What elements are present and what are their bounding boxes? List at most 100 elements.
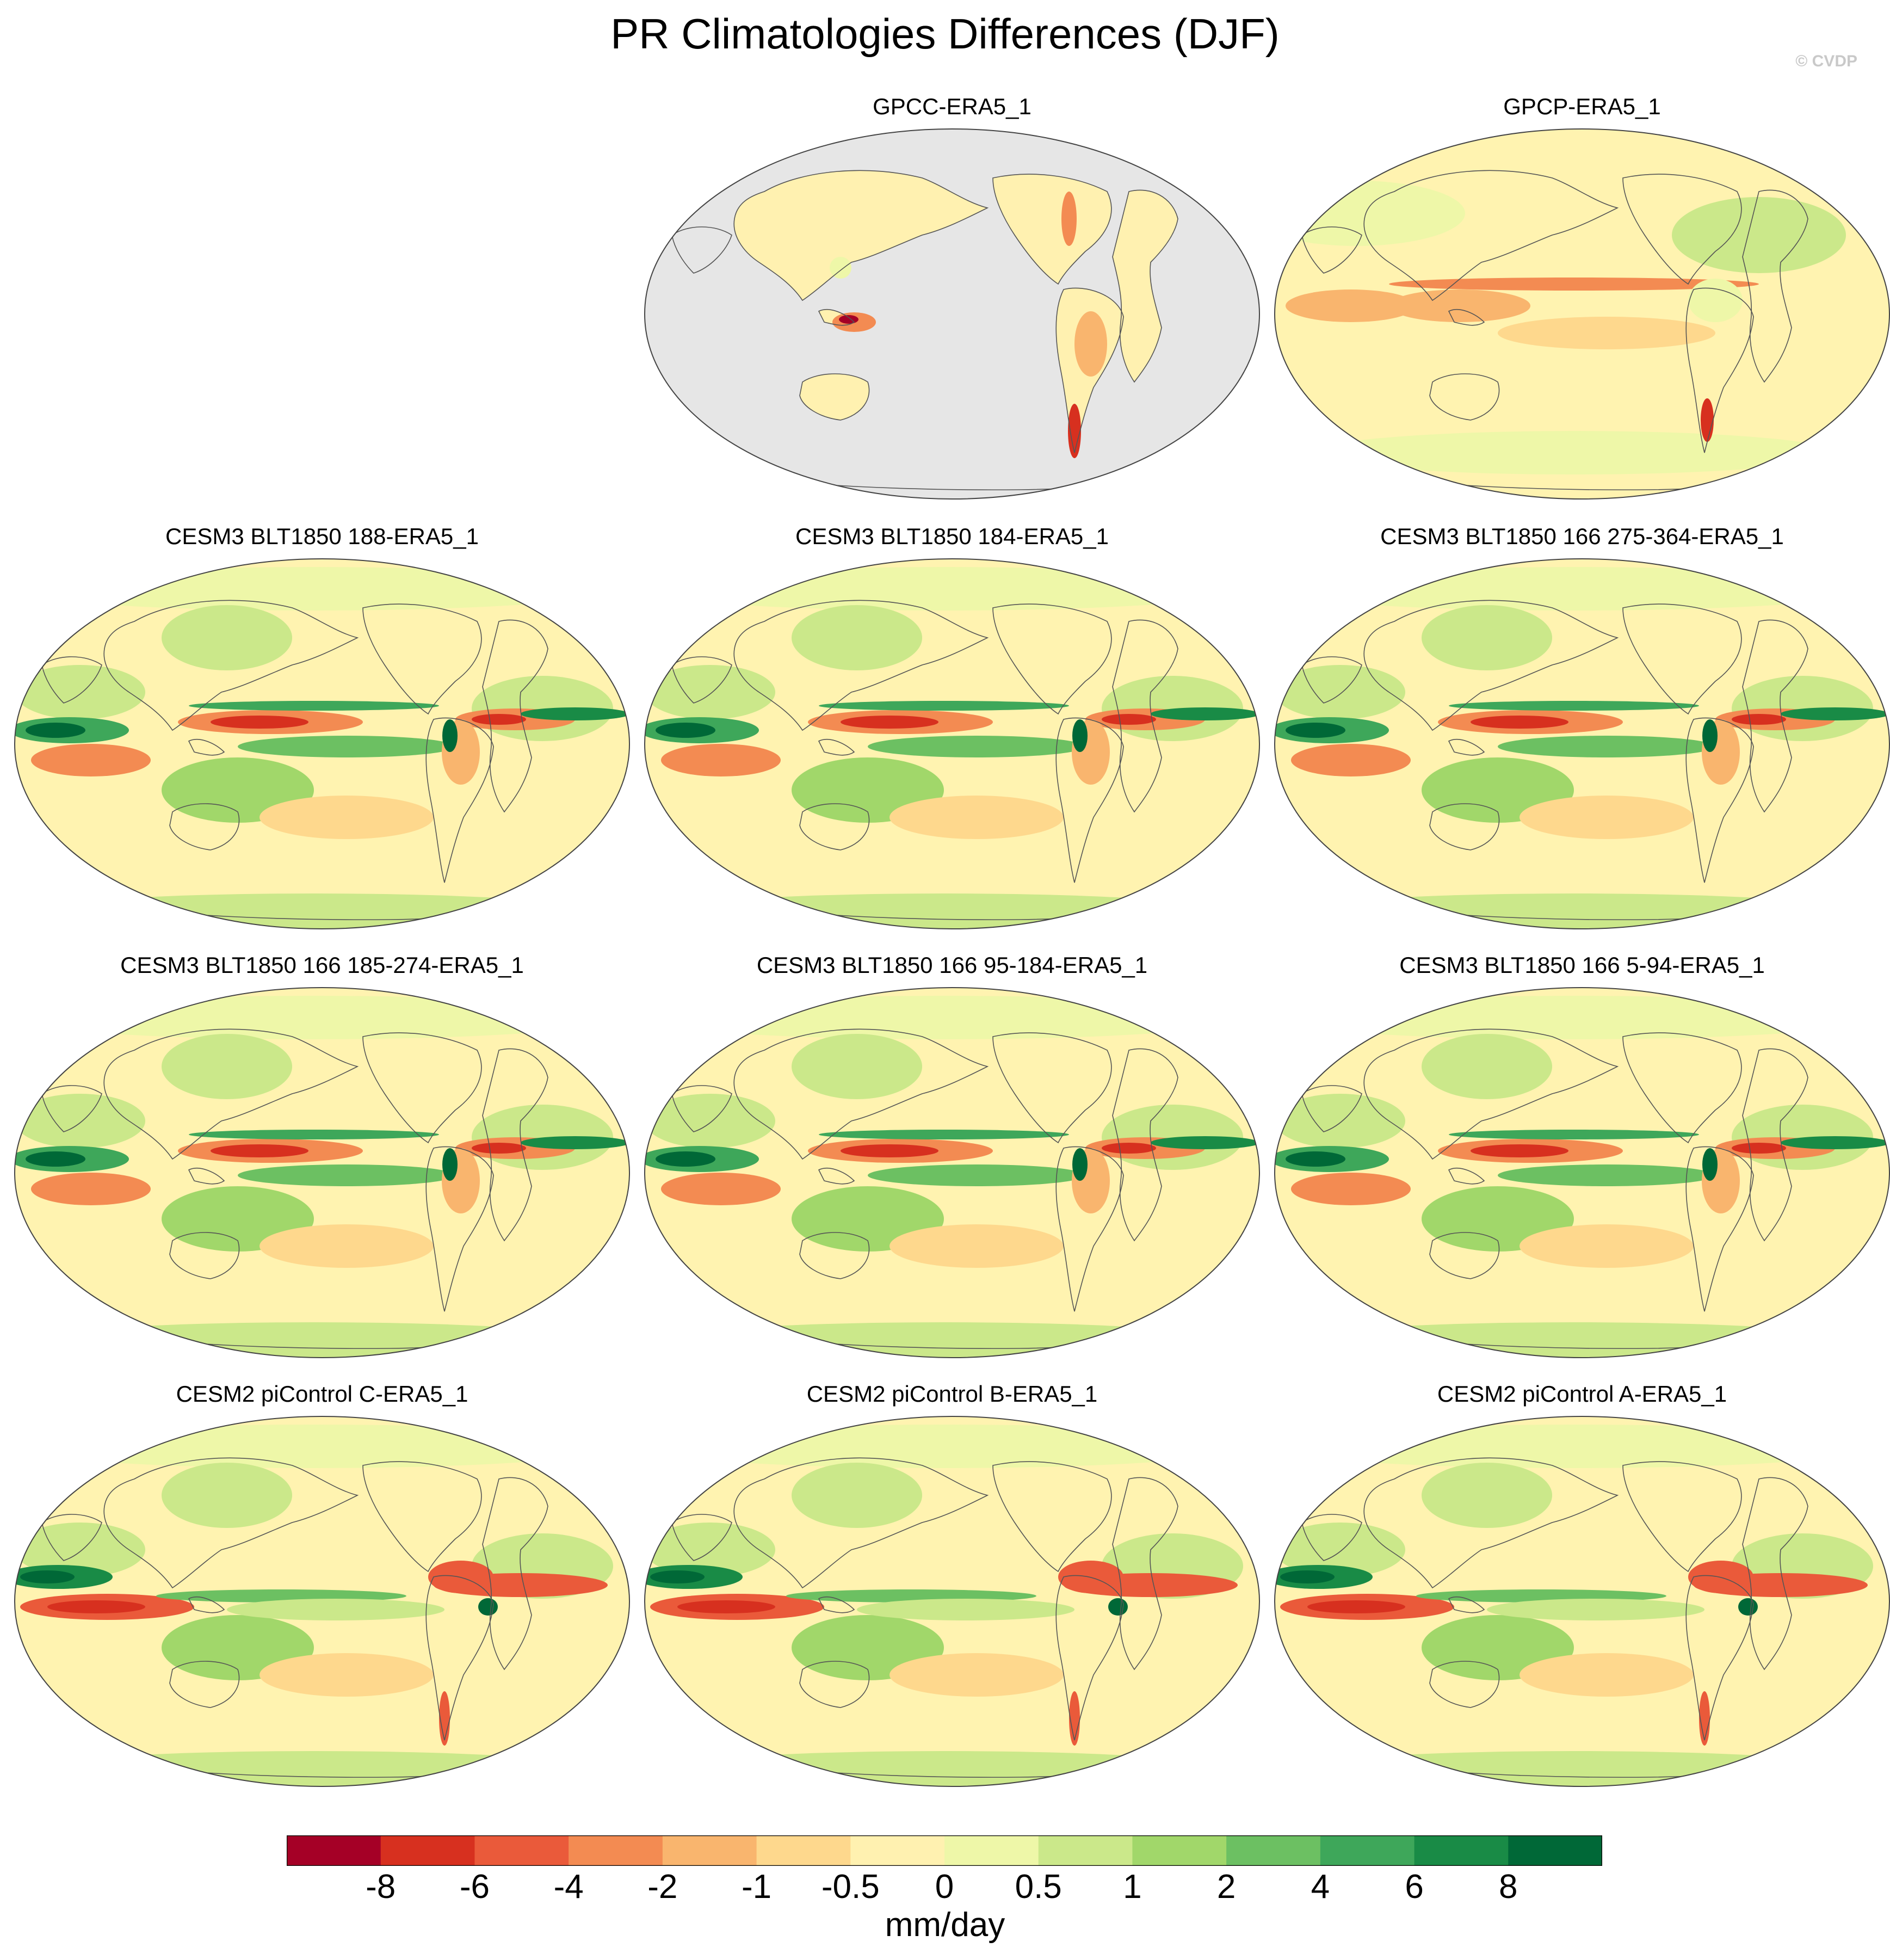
anomaly-south-pacific-dry bbox=[1520, 796, 1694, 839]
map-panel: CESM3 BLT1850 166 95-184-ERA5_1 bbox=[639, 951, 1265, 1358]
coastline bbox=[733, 1028, 989, 1160]
map-plot bbox=[644, 987, 1260, 1358]
coastlines bbox=[671, 600, 1216, 921]
anomaly-southern-ocean bbox=[645, 1322, 1249, 1358]
anomaly-indian-dry-core bbox=[1307, 1600, 1405, 1613]
panel-title: CESM2 piControl A-ERA5_1 bbox=[1437, 1381, 1727, 1407]
panel-title: CESM3 BLT1850 166 185-274-ERA5_1 bbox=[120, 952, 524, 978]
anomaly-itcz-wet bbox=[819, 701, 1069, 711]
map-border bbox=[644, 987, 1260, 1358]
colorbar-tick-label: -1 bbox=[741, 1868, 772, 1906]
coastline bbox=[1448, 309, 1485, 326]
anomaly-indian-dry-core bbox=[47, 1600, 145, 1613]
anomaly-north-pacific bbox=[1422, 605, 1552, 670]
panel-title: GPCC-ERA5_1 bbox=[873, 94, 1032, 119]
map-plot bbox=[14, 987, 630, 1358]
map-border bbox=[1274, 1416, 1890, 1787]
coastline bbox=[1301, 1514, 1362, 1561]
anomaly-indian-dry-core bbox=[677, 1600, 775, 1613]
anomaly-north-pacific bbox=[792, 605, 922, 670]
map-plot bbox=[644, 128, 1260, 500]
land-mass bbox=[800, 374, 869, 420]
anomaly-atlantic-wet bbox=[521, 1136, 629, 1149]
colorbar-swatch bbox=[474, 1835, 569, 1866]
coastline bbox=[799, 1232, 870, 1279]
coastline bbox=[425, 1146, 494, 1312]
anomaly-indian-wet-core bbox=[26, 1151, 85, 1167]
anomaly-amazon-dry bbox=[428, 1561, 493, 1593]
colorbar-swatch bbox=[1414, 1835, 1509, 1866]
colorbar-swatch bbox=[1038, 1835, 1133, 1866]
map-border bbox=[14, 987, 630, 1358]
coastline bbox=[818, 738, 855, 756]
panel-title: CESM3 BLT1850 184-ERA5_1 bbox=[795, 523, 1109, 549]
anomaly-atlantic-wet bbox=[521, 707, 629, 720]
map-plot bbox=[14, 558, 630, 929]
coastlines bbox=[1301, 170, 1846, 491]
map-plot bbox=[1274, 1416, 1890, 1787]
anomaly-south-pacific-dry bbox=[890, 1653, 1064, 1697]
map-field bbox=[645, 1416, 1259, 1786]
coastline bbox=[799, 1661, 870, 1708]
colorbar-tick-label: 4 bbox=[1311, 1868, 1330, 1906]
map-border bbox=[14, 558, 630, 929]
map-plot bbox=[644, 558, 1260, 929]
anomaly-south-pacific-dry bbox=[1520, 1224, 1694, 1268]
anomaly-chile bbox=[1068, 404, 1081, 458]
anomaly-arctic bbox=[15, 1425, 619, 1468]
anomaly-south-pacific-dry bbox=[260, 1224, 434, 1268]
anomaly-chile bbox=[1699, 1691, 1710, 1746]
anomaly-atlantic bbox=[1672, 197, 1846, 273]
coastline bbox=[1112, 189, 1178, 383]
coastline bbox=[992, 1461, 1112, 1573]
anomaly-indian-north bbox=[645, 1523, 775, 1577]
map-border bbox=[14, 1416, 630, 1787]
colorbar-swatch bbox=[1226, 1835, 1321, 1866]
anomaly-andes-wet bbox=[1702, 719, 1718, 752]
map-panel: CESM3 BLT1850 166 5-94-ERA5_1 bbox=[1269, 951, 1890, 1358]
coastline bbox=[1112, 1477, 1178, 1671]
map-plot bbox=[14, 1416, 630, 1787]
anomaly-indian-north bbox=[15, 665, 145, 719]
colorbar bbox=[287, 1835, 1602, 1866]
coastline bbox=[733, 600, 989, 731]
anomaly-atlantic-dry-core bbox=[1732, 714, 1786, 725]
map-panel: CESM3 BLT1850 188-ERA5_1 bbox=[9, 522, 635, 929]
anomaly-itcz-wet bbox=[189, 1130, 439, 1139]
coastline bbox=[1448, 1167, 1485, 1185]
colorbar-swatch bbox=[850, 1835, 945, 1866]
colorbar-tick-label: -4 bbox=[553, 1868, 584, 1906]
colorbar-tick-label: 0 bbox=[935, 1868, 954, 1906]
anomaly-north-pacific bbox=[792, 1034, 922, 1099]
colorbar-tick-label: 2 bbox=[1216, 1868, 1236, 1906]
coastline bbox=[1429, 373, 1500, 421]
anomaly-arctic bbox=[1275, 567, 1879, 611]
anomaly-north-pacific bbox=[162, 1034, 292, 1099]
map-background bbox=[645, 129, 1259, 499]
anomaly-arctic bbox=[645, 996, 1249, 1039]
anomaly-indian-dry bbox=[1291, 1173, 1411, 1205]
coastline bbox=[733, 1457, 989, 1589]
map-border bbox=[644, 558, 1260, 929]
anomaly-south-pacific-dry bbox=[260, 1653, 434, 1697]
anomaly-southern-ocean bbox=[645, 893, 1249, 929]
map-border bbox=[644, 128, 1260, 500]
coastline bbox=[103, 1457, 359, 1589]
anomaly-indian-wet-core bbox=[1280, 1570, 1335, 1583]
anomaly-amazon-wet bbox=[1738, 1598, 1758, 1616]
anomaly-indian-wet-core bbox=[656, 723, 715, 738]
anomaly-andes-wet bbox=[1072, 719, 1088, 752]
coastline bbox=[1112, 619, 1178, 813]
coastline bbox=[169, 803, 240, 850]
land-mass bbox=[1113, 190, 1178, 382]
anomaly-indian-wet-core bbox=[20, 1570, 75, 1583]
coastline bbox=[671, 1085, 732, 1132]
anomaly-indian-wet-core bbox=[656, 1151, 715, 1167]
coastline bbox=[1363, 170, 1619, 301]
anomaly-chile bbox=[1701, 398, 1714, 442]
anomaly-indian-wet-core bbox=[1286, 723, 1345, 738]
coastline bbox=[992, 174, 1112, 285]
colorbar-swatch bbox=[287, 1835, 381, 1866]
panel-title: CESM2 piControl C-ERA5_1 bbox=[176, 1381, 468, 1407]
map-field bbox=[645, 988, 1259, 1358]
